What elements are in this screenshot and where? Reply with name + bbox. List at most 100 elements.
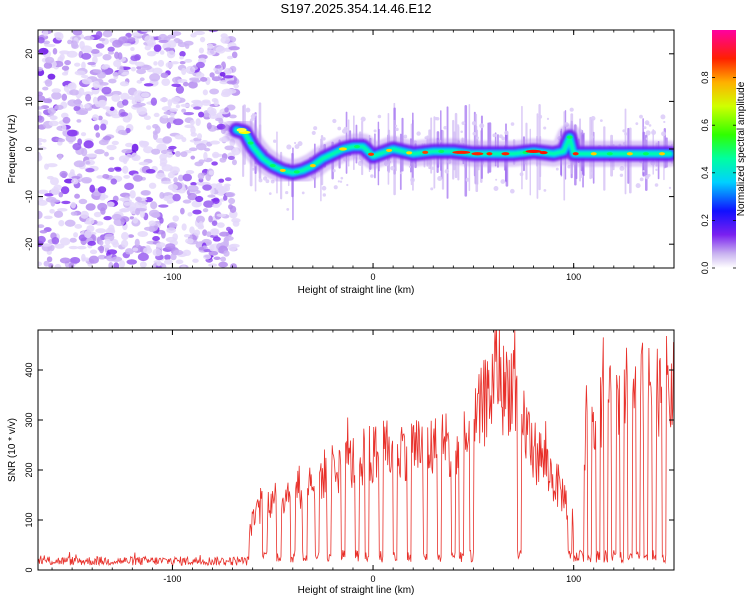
noise-blob (167, 184, 178, 191)
noise-blob (38, 66, 44, 72)
noise-blob (106, 144, 117, 151)
noise-blob (213, 256, 221, 261)
hotspot (471, 152, 484, 156)
noise-blob (69, 257, 81, 264)
noise-blob (146, 125, 152, 130)
noise-blob (45, 43, 56, 48)
speckle-dot (322, 193, 326, 197)
noise-blob (75, 98, 82, 107)
noise-blob (43, 260, 50, 267)
speckle-dot (645, 130, 651, 136)
speckle-dot (262, 176, 268, 181)
noise-blob (52, 48, 58, 55)
hotspot (293, 170, 300, 174)
hotspot (486, 152, 493, 156)
noise-blob (112, 241, 120, 248)
noise-blob (85, 203, 96, 211)
noise-blob (185, 170, 195, 175)
speckle-dot (337, 126, 342, 131)
noise-blob (111, 94, 121, 102)
noise-blob (191, 79, 201, 83)
colorbar: 0.0 0.2 0.4 0.6 0.8 Normalized spectral ampl… (700, 30, 747, 274)
noise-blob (209, 72, 215, 78)
noise-blob (190, 126, 196, 135)
snr-ytick-label: 300 (24, 412, 34, 427)
noise-blob (47, 107, 57, 115)
noise-blob (104, 238, 111, 246)
hotspot (354, 145, 361, 149)
spectrogram-ridge (223, 117, 674, 186)
noise-blob (38, 106, 44, 110)
noise-blob (87, 240, 96, 246)
noise-blob (180, 265, 187, 268)
noise-blob (226, 80, 237, 85)
noise-blob (48, 120, 59, 127)
speckle-dot (250, 114, 256, 119)
noise-blob (166, 50, 176, 59)
noise-blob (92, 114, 99, 121)
speckle-dot (254, 113, 257, 117)
noise-blob (61, 65, 70, 71)
speckle-dot (444, 169, 450, 174)
noise-blob (81, 253, 86, 262)
noise-blob (97, 186, 107, 194)
colorbar-tick-label: 0.8 (700, 71, 710, 84)
noise-blob (42, 86, 49, 91)
snr-axes: -100 0 100 0 100 200 300 400 (24, 330, 675, 584)
noise-blob (102, 244, 111, 249)
noise-blob (203, 200, 215, 208)
noise-blob (120, 239, 129, 248)
noise-blob (85, 167, 95, 173)
noise-blob (119, 81, 130, 87)
noise-blob (38, 224, 45, 229)
spectrogram-ytick-label: -20 (24, 238, 34, 251)
noise-blob (51, 237, 60, 245)
hotspot (422, 150, 429, 154)
noise-blob (114, 51, 120, 59)
speckle-dot (437, 176, 443, 182)
noise-blob (216, 213, 227, 217)
noise-blob (141, 140, 150, 147)
speckle-dot (642, 170, 645, 173)
noise-blob (76, 245, 87, 250)
speckle-dot (555, 167, 559, 171)
noise-blob (152, 212, 160, 218)
colorbar-tick-label: 0.6 (700, 119, 710, 132)
noise-blob (159, 192, 165, 199)
snr-frame (37, 329, 675, 571)
speckle-dot (644, 174, 650, 180)
noise-blob (120, 216, 130, 223)
speckle-dot (346, 183, 349, 187)
noise-blob (167, 40, 177, 49)
noise-blob (39, 229, 48, 234)
noise-blob (62, 116, 71, 124)
noise-blob (67, 82, 75, 89)
noise-blob (83, 91, 94, 97)
hotspot (658, 152, 665, 156)
noise-blob (192, 209, 202, 215)
noise-blob (171, 61, 180, 65)
speckle-dot (538, 114, 543, 119)
noise-blob (80, 210, 89, 219)
noise-blob (169, 166, 180, 174)
noise-blob (97, 202, 108, 212)
noise-blob (94, 149, 105, 155)
noise-blob (49, 177, 59, 186)
speckle-dot (495, 178, 498, 181)
speckle-dot (456, 124, 460, 128)
noise-blob (71, 175, 81, 180)
snr-ytick-label: 0 (24, 567, 34, 572)
noise-blob (151, 148, 161, 155)
speckle-dot (624, 132, 628, 136)
noise-blob (224, 145, 235, 151)
noise-blob (143, 115, 151, 120)
noise-blob (59, 50, 70, 55)
noise-blob (81, 176, 93, 184)
noise-blob (99, 196, 106, 201)
noise-blob (54, 104, 64, 110)
noise-blob (123, 201, 132, 206)
noise-blob (215, 46, 226, 54)
noise-blob (187, 192, 198, 201)
noise-blob (121, 232, 129, 241)
noise-blob (192, 258, 199, 263)
